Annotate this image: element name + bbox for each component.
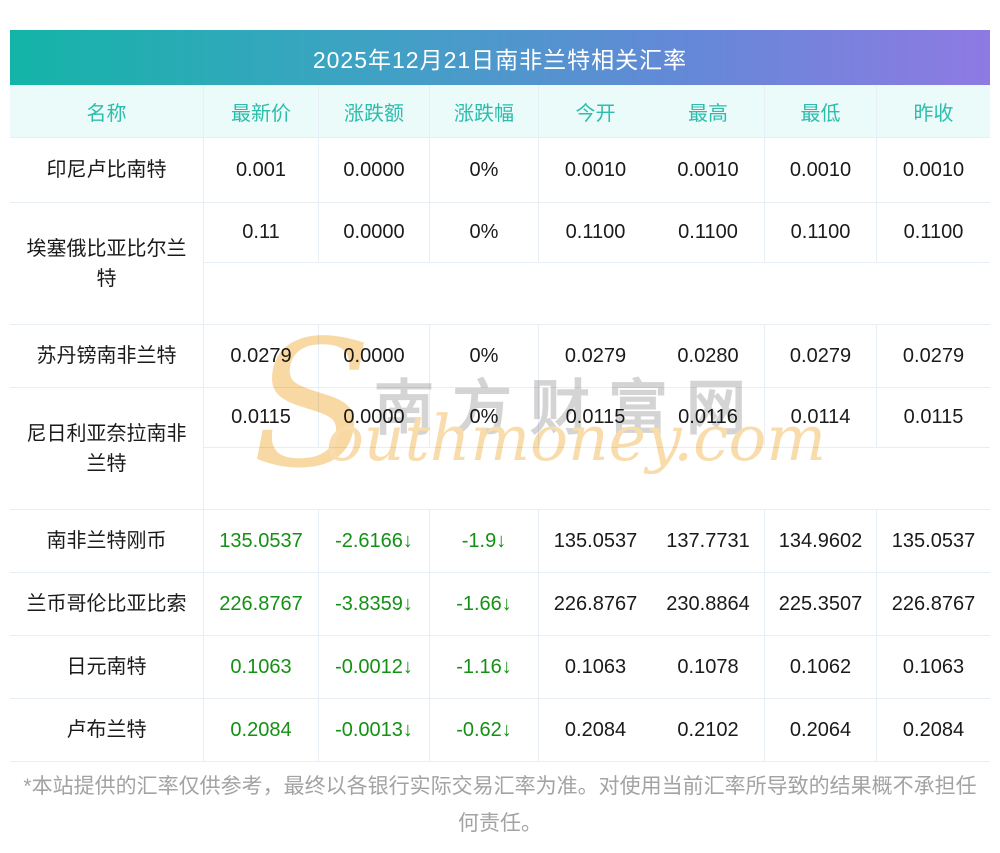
high-price-cell: 0.1078 xyxy=(652,636,765,698)
open-price-cell: 0.2084 xyxy=(564,718,627,741)
change-percent-cell: 0% xyxy=(430,388,539,448)
low-price-cell: 0.1062 xyxy=(765,636,877,698)
column-header-name: 名称 xyxy=(10,85,204,137)
currency-name-cell: 兰币哥伦比亚比索 xyxy=(10,573,204,635)
table-header-row: 名称 最新价 涨跌额 涨跌幅 今开 最高 最低 昨收 xyxy=(10,85,990,138)
table-row: 南非兰特刚币 135.0537 -2.6166↓ -1.9↓ 135.0537 … xyxy=(10,510,990,573)
currency-name-cell: 日元南特 xyxy=(10,636,204,698)
change-percent-cell: -1.9↓ xyxy=(430,510,539,572)
currency-name-cell: 印尼卢比南特 xyxy=(10,138,204,202)
change-amount-cell: 0.0000 xyxy=(319,203,430,263)
prev-close-cell: 0.1063 xyxy=(902,655,965,678)
change-amount-cell: 0.0000 xyxy=(319,138,430,202)
open-price-cell: 0.0279 xyxy=(564,344,627,367)
table-row: 尼日利亚奈拉南非兰特 0.0115 0.0000 0% 0.0115 0.011… xyxy=(10,388,990,510)
latest-price-cell: 135.0537 xyxy=(204,510,319,572)
rate-table: 2025年12月21日南非兰特相关汇率 名称 最新价 涨跌额 涨跌幅 今开 最高… xyxy=(10,30,990,762)
low-price-cell: 0.0010 xyxy=(765,138,877,202)
currency-name-cell: 南非兰特刚币 xyxy=(10,510,204,572)
open-price-cell: 0.1063 xyxy=(564,655,627,678)
currency-name-cell: 苏丹镑南非兰特 xyxy=(10,325,204,387)
low-price-cell: 134.9602 xyxy=(765,510,877,572)
change-amount-cell: -2.6166↓ xyxy=(319,510,430,572)
change-percent-cell: -1.16↓ xyxy=(430,636,539,698)
latest-price-cell: 226.8767 xyxy=(204,573,319,635)
latest-price-cell: 0.2084 xyxy=(204,699,319,761)
latest-price-cell: 0.0279 xyxy=(204,325,319,387)
open-price-cell: 226.8767 xyxy=(553,592,638,615)
table-body: 印尼卢比南特 0.001 0.0000 0% 0.0010 0.0010 0.0… xyxy=(10,138,990,762)
open-price-cell: 135.0537 xyxy=(553,529,638,552)
table-row: 印尼卢比南特 0.001 0.0000 0% 0.0010 0.0010 0.0… xyxy=(10,138,990,203)
change-percent-cell: 0% xyxy=(430,203,539,263)
column-header-change: 涨跌额 xyxy=(319,85,430,137)
table-row: 日元南特 0.1063 -0.0012↓ -1.16↓ 0.1063 0.107… xyxy=(10,636,990,699)
change-amount-cell: -0.0012↓ xyxy=(319,636,430,698)
change-percent-cell: -0.62↓ xyxy=(430,699,539,761)
prev-close-cell: 0.2084 xyxy=(902,718,965,741)
latest-price-cell: 0.1063 xyxy=(204,636,319,698)
high-price-cell: 0.2102 xyxy=(652,699,765,761)
column-header-low: 最低 xyxy=(765,85,877,137)
change-percent-cell: 0% xyxy=(430,325,539,387)
prev-close-cell: 135.0537 xyxy=(891,529,976,552)
prev-close-cell: 226.8767 xyxy=(891,592,976,615)
change-percent-cell: 0% xyxy=(430,138,539,202)
low-price-cell: 0.1100 xyxy=(765,203,877,263)
high-price-cell: 0.0010 xyxy=(652,138,765,202)
table-row: 埃塞俄比亚比尔兰特 0.11 0.0000 0% 0.1100 0.1100 0… xyxy=(10,203,990,325)
high-price-cell: 137.7731 xyxy=(652,510,765,572)
table-row: 卢布兰特 0.2084 -0.0013↓ -0.62↓ 0.2084 0.210… xyxy=(10,699,990,762)
currency-name-cell: 埃塞俄比亚比尔兰特 xyxy=(10,203,204,324)
table-title-bar: 2025年12月21日南非兰特相关汇率 xyxy=(10,30,990,85)
prev-close-cell: 0.0115 xyxy=(877,388,990,448)
column-header-prev-close: 昨收 xyxy=(913,102,954,125)
column-header-latest: 最新价 xyxy=(204,85,319,137)
low-price-cell: 225.3507 xyxy=(765,573,877,635)
open-price-cell: 0.0010 xyxy=(564,158,627,181)
column-header-change-pct: 涨跌幅 xyxy=(430,85,539,137)
low-price-cell: 0.2064 xyxy=(765,699,877,761)
change-amount-cell: 0.0000 xyxy=(319,388,430,448)
change-amount-cell: -0.0013↓ xyxy=(319,699,430,761)
prev-close-cell: 0.0279 xyxy=(902,344,965,367)
column-header-open: 今开 xyxy=(575,102,616,125)
change-amount-cell: 0.0000 xyxy=(319,325,430,387)
open-price-cell: 0.1100 xyxy=(539,203,652,263)
low-price-cell: 0.0114 xyxy=(765,388,877,448)
high-price-cell: 0.0280 xyxy=(652,325,765,387)
high-price-cell: 230.8864 xyxy=(652,573,765,635)
latest-price-cell: 0.001 xyxy=(204,138,319,202)
high-price-cell: 0.1100 xyxy=(652,203,765,263)
change-percent-cell: -1.66↓ xyxy=(430,573,539,635)
prev-close-cell: 0.0010 xyxy=(902,158,965,181)
prev-close-cell: 0.1100 xyxy=(877,203,990,263)
latest-price-cell: 0.11 xyxy=(204,203,319,263)
column-header-high: 最高 xyxy=(652,85,765,137)
page-title: 2025年12月21日南非兰特相关汇率 xyxy=(312,46,688,73)
disclaimer-text: *本站提供的汇率仅供参考，最终以各银行实际交易汇率为准。对使用当前汇率所导致的结… xyxy=(23,775,977,835)
latest-price-cell: 0.0115 xyxy=(204,388,319,448)
table-row: 苏丹镑南非兰特 0.0279 0.0000 0% 0.0279 0.0280 0… xyxy=(10,325,990,388)
low-price-cell: 0.0279 xyxy=(765,325,877,387)
currency-name-cell: 尼日利亚奈拉南非兰特 xyxy=(10,388,204,509)
currency-name-cell: 卢布兰特 xyxy=(10,699,204,761)
open-price-cell: 0.0115 xyxy=(539,388,652,448)
table-row: 兰币哥伦比亚比索 226.8767 -3.8359↓ -1.66↓ 226.87… xyxy=(10,573,990,636)
high-price-cell: 0.0116 xyxy=(652,388,765,448)
change-amount-cell: -3.8359↓ xyxy=(319,573,430,635)
